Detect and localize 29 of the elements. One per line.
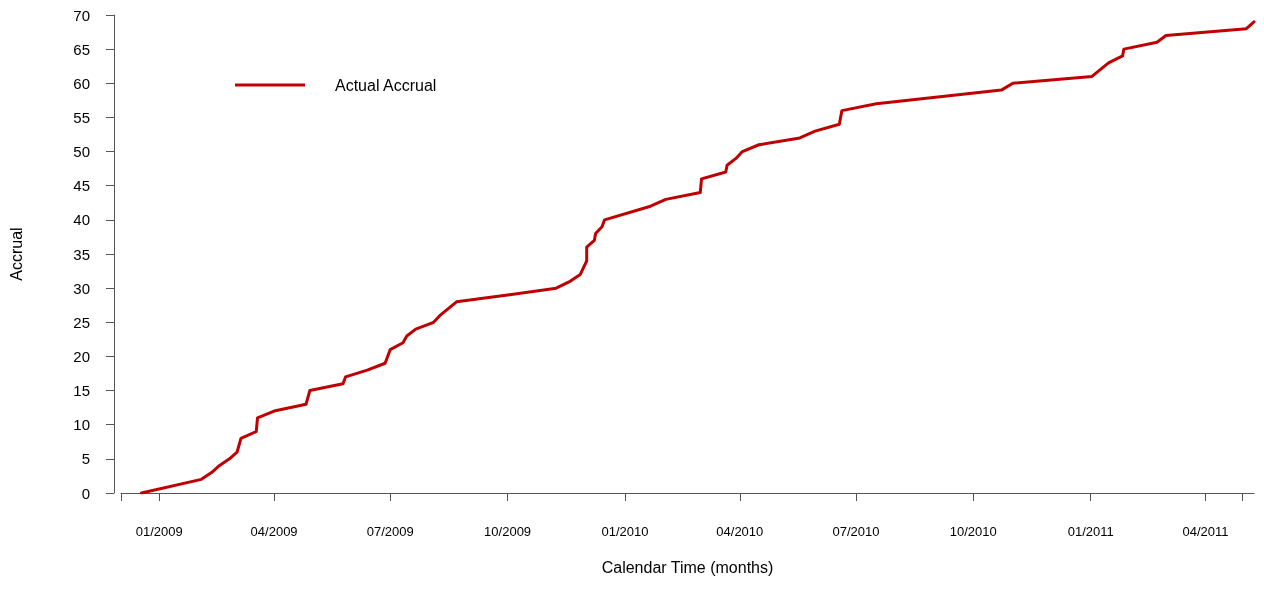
- x-tick-label: 01/2009: [135, 524, 183, 539]
- x-tick-label: 01/2010: [601, 524, 649, 539]
- x-tick-label: 01/2011: [1067, 524, 1114, 539]
- y-tick-label: 50: [73, 143, 90, 161]
- y-tick-label: 10: [73, 416, 90, 434]
- legend-label: Actual Accrual: [335, 76, 437, 94]
- y-tick-label: 45: [73, 177, 90, 195]
- y-tick-label: 35: [73, 245, 90, 263]
- y-tick-label: 15: [73, 382, 90, 400]
- y-tick-label: 5: [81, 450, 90, 468]
- x-tick-label: 07/2010: [832, 524, 880, 539]
- y-tick-label: 25: [73, 313, 90, 331]
- x-tick-label: 04/2011: [1182, 524, 1229, 539]
- y-tick-label: 0: [81, 484, 90, 502]
- y-tick-label: 40: [73, 211, 90, 229]
- x-tick-label: 04/2010: [716, 524, 764, 539]
- y-tick-label: 60: [73, 74, 90, 92]
- line-series: [139, 20, 1256, 495]
- x-axis-title: Calendar Time (months): [601, 558, 774, 576]
- x-tick-label: 10/2010: [949, 524, 997, 539]
- x-tick-label: 10/2009: [484, 524, 532, 539]
- y-axis-title: Accrual: [7, 227, 25, 281]
- y-tick-label: 20: [73, 347, 90, 365]
- y-tick-label: 30: [73, 279, 90, 297]
- x-tick-label: 07/2009: [366, 524, 414, 539]
- y-tick-label: 70: [73, 6, 90, 24]
- y-tick-label: 55: [73, 108, 90, 126]
- y-tick-label: 65: [73, 40, 90, 58]
- x-tick-label: 04/2009: [250, 524, 298, 539]
